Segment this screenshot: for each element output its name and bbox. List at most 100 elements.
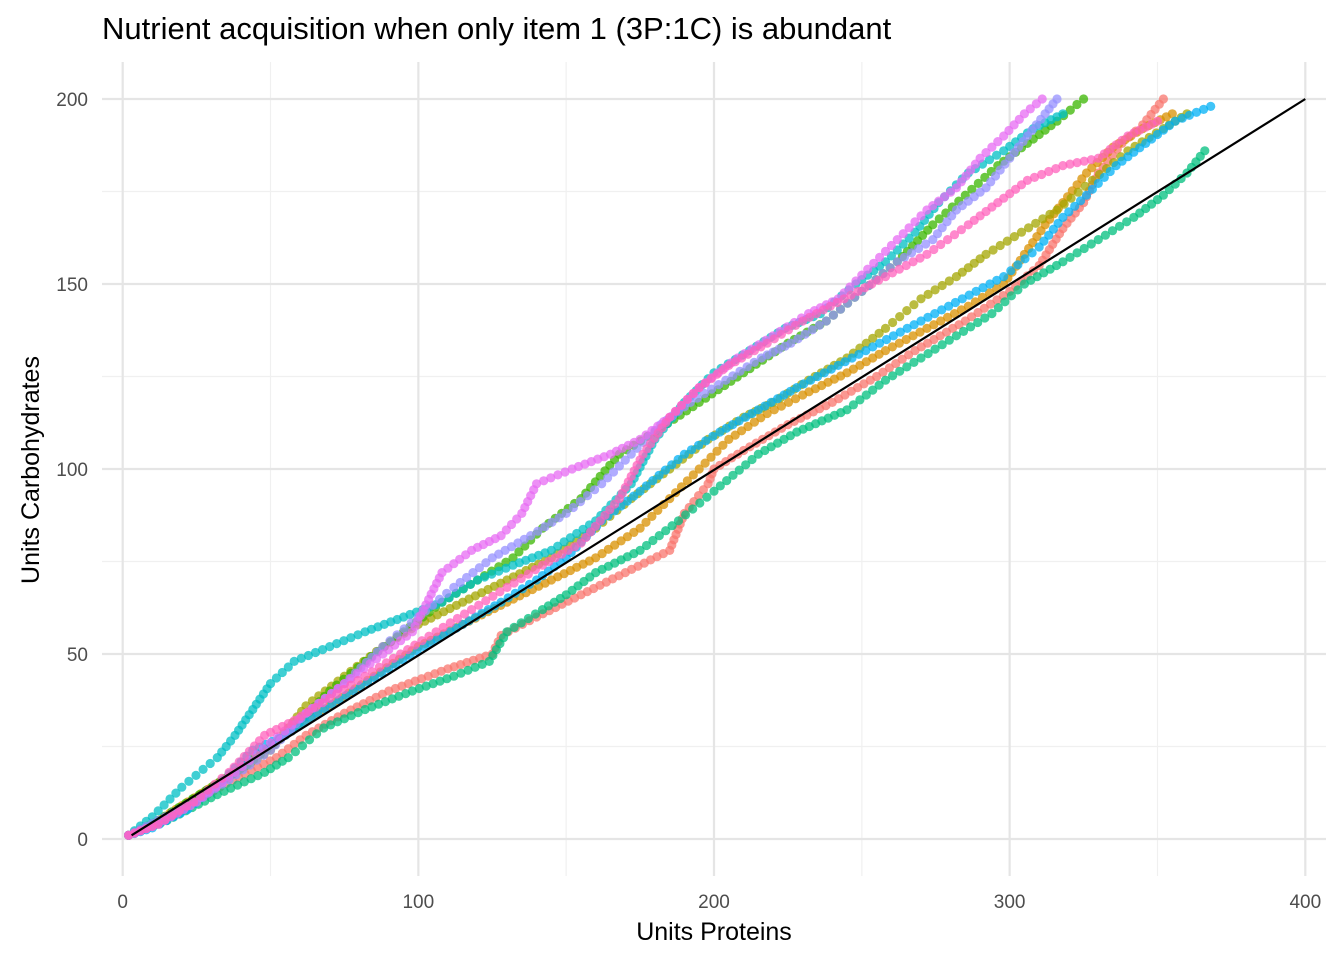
data-point [839, 294, 849, 304]
data-point [923, 289, 933, 299]
data-point [326, 720, 336, 730]
reference-line [130, 98, 1306, 837]
data-point [1016, 227, 1027, 237]
data-point [1009, 232, 1020, 242]
data-point [867, 279, 877, 289]
data-point [318, 698, 328, 708]
data-point [686, 445, 697, 455]
data-point [741, 460, 751, 470]
data-point [554, 513, 564, 523]
data-point [923, 312, 933, 322]
data-point [1024, 223, 1034, 233]
data-point [590, 485, 600, 495]
data-point [635, 486, 645, 496]
data-point [821, 316, 831, 326]
data-point [1038, 214, 1048, 224]
data-point [671, 406, 681, 416]
y-tick-label: 200 [56, 90, 88, 111]
data-point [445, 618, 455, 628]
data-point [888, 331, 899, 341]
data-point [442, 588, 452, 598]
y-tick-label: 0 [77, 830, 88, 851]
data-point [477, 659, 487, 670]
data-point [514, 547, 524, 557]
data-point [359, 664, 369, 674]
data-point [956, 225, 967, 235]
data-point [641, 540, 652, 551]
data-point [1013, 260, 1023, 270]
data-point [709, 486, 719, 496]
data-point [1206, 101, 1216, 111]
y-tick-label: 100 [56, 460, 88, 481]
data-point [701, 436, 711, 446]
data-point [792, 383, 802, 393]
data-point [825, 301, 835, 311]
data-point [502, 627, 512, 637]
data-point [456, 668, 466, 678]
data-point [325, 642, 335, 652]
data-point [463, 665, 473, 675]
y-tick-label: 150 [56, 275, 88, 296]
data-point [880, 323, 891, 333]
data-point [472, 575, 483, 585]
data-point [568, 502, 578, 513]
data-point [891, 359, 901, 369]
data-point [332, 689, 342, 699]
data-point [1079, 243, 1089, 254]
data-point [937, 280, 947, 291]
data-point [509, 578, 519, 588]
data-point [936, 316, 946, 326]
data-point [1065, 105, 1075, 115]
data-point [371, 654, 382, 664]
data-point [1058, 212, 1068, 222]
data-point [1006, 266, 1016, 276]
data-point [861, 346, 871, 356]
data-point [520, 541, 530, 551]
data-point [1058, 161, 1068, 171]
data-point [407, 686, 417, 696]
data-point [688, 388, 698, 399]
data-point [523, 613, 533, 624]
data-point [915, 327, 925, 337]
data-point [1152, 116, 1163, 126]
data-point [277, 667, 287, 678]
data-point [728, 371, 738, 381]
data-point [1105, 166, 1115, 177]
data-point [165, 794, 175, 804]
data-point [875, 252, 885, 262]
data-point [310, 702, 321, 712]
data-point [1064, 207, 1074, 217]
data-point [629, 491, 639, 501]
data-point [1051, 164, 1061, 174]
data-point [1058, 109, 1068, 119]
data-point [799, 379, 809, 389]
data-point [993, 303, 1004, 313]
data-point [944, 335, 954, 345]
data-point [289, 716, 299, 726]
data-point [892, 257, 902, 267]
data-point [481, 558, 491, 568]
data-point [641, 517, 651, 527]
data-point [868, 333, 878, 343]
data-point [1027, 248, 1037, 258]
data-point [936, 239, 946, 250]
data-point [297, 741, 308, 751]
data-point [1081, 190, 1092, 200]
data-point [546, 473, 556, 483]
data-point [455, 577, 465, 588]
data-point [868, 385, 878, 395]
data-point [776, 401, 787, 411]
y-axis-ticks: 0 50 100 150 200 [56, 90, 88, 851]
data-point [929, 320, 939, 330]
data-point [923, 349, 933, 359]
data-point [516, 618, 526, 628]
data-point [728, 470, 738, 480]
data-point [1076, 196, 1086, 206]
data-point [622, 496, 632, 506]
data-point [892, 235, 902, 245]
data-point [1073, 187, 1083, 197]
data-point [438, 622, 448, 633]
data-point [509, 622, 519, 633]
data-point [648, 535, 658, 546]
data-point [346, 711, 356, 721]
